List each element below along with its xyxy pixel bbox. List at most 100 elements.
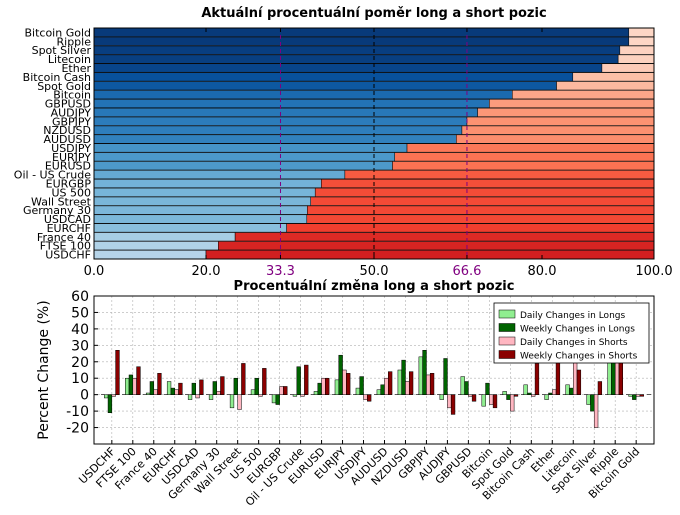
bar [388, 371, 393, 395]
bar [531, 394, 536, 397]
bar [586, 394, 591, 405]
bar [489, 394, 494, 405]
bar [195, 394, 200, 399]
category-label: AUDJPY [51, 106, 92, 119]
long-bar [93, 27, 630, 37]
bar [418, 356, 423, 395]
legend-swatch [498, 309, 516, 319]
bar [342, 369, 347, 395]
category-label: USDCAD [44, 213, 91, 226]
bar [157, 373, 162, 395]
short-bar [512, 90, 655, 100]
long-bar [93, 179, 322, 188]
bar [544, 394, 549, 400]
bar [523, 384, 528, 395]
bar [241, 363, 246, 395]
legend-label: Weekly Changes in Shorts [520, 352, 638, 362]
bar [115, 350, 120, 395]
bar [401, 359, 406, 395]
long-bar [93, 36, 630, 46]
x-tick-label: 20.0 [192, 264, 221, 279]
bar [254, 377, 259, 395]
short-bar [307, 205, 655, 215]
bar [346, 373, 351, 395]
bar [426, 374, 431, 395]
bar [300, 394, 305, 397]
bar [450, 394, 456, 415]
bar [191, 382, 196, 395]
long-bar [93, 125, 463, 135]
short-bar [601, 63, 655, 73]
category-label: Spot Gold [37, 80, 91, 93]
bar [216, 391, 221, 395]
long-bar [93, 161, 393, 171]
bar [199, 379, 204, 395]
category-label: GBPUSD [45, 98, 91, 111]
short-bar [306, 214, 655, 224]
bar [548, 392, 553, 395]
long-bar [93, 81, 557, 91]
bar [468, 394, 473, 397]
long-bar [93, 143, 408, 153]
y-tick-label: 40 [71, 322, 89, 338]
bar [380, 384, 385, 395]
category-label: AUDUSD [43, 133, 91, 146]
short-bar [466, 116, 655, 126]
legend-box [493, 302, 650, 364]
legend-swatch [498, 323, 516, 332]
short-bar [628, 36, 655, 46]
category-label: GBPJPY [52, 115, 91, 128]
bar [632, 394, 637, 400]
bar [593, 394, 599, 428]
legend-label: Daily Changes in Shorts [520, 338, 628, 348]
bar [233, 377, 238, 395]
y-tick-label: 30 [71, 338, 89, 354]
bar [405, 381, 410, 395]
category-label: Bitcoin Cash [23, 71, 91, 84]
bar [513, 394, 519, 397]
bar [107, 394, 113, 414]
y-tick-label: 0 [80, 388, 89, 404]
bar [597, 381, 603, 395]
long-bar [93, 223, 287, 233]
bar [132, 377, 137, 395]
y-tick-label: 50 [71, 305, 89, 321]
long-bar [93, 107, 478, 117]
long-bar [93, 152, 395, 162]
short-bar [406, 143, 655, 153]
x-tick-label: 100.0 [635, 264, 672, 279]
bar [355, 387, 360, 395]
short-bar [628, 27, 655, 37]
short-bar [617, 54, 655, 64]
legend-swatch [498, 350, 516, 359]
bar [359, 376, 364, 395]
bar [565, 384, 570, 395]
short-bar [572, 72, 655, 82]
long-bar [93, 250, 207, 260]
x-tick-label: 50.0 [360, 264, 389, 279]
bar [628, 394, 633, 397]
bar [492, 394, 498, 409]
y-tick-label: 10 [71, 371, 89, 387]
long-bar [93, 205, 308, 215]
bar [397, 369, 402, 395]
bar [481, 394, 486, 407]
y-tick-label: 60 [71, 289, 89, 305]
bar [208, 394, 214, 400]
bar [527, 392, 532, 395]
short-bar [456, 134, 655, 144]
legend-label: Weekly Changes in Longs [520, 325, 635, 335]
x-tick-label: 80.0 [528, 264, 557, 279]
bar [338, 354, 343, 395]
bar [296, 366, 301, 395]
bar [534, 363, 540, 395]
y-tick-label: 20 [71, 355, 89, 371]
bar [506, 394, 511, 400]
bar [422, 350, 427, 395]
short-bar [344, 170, 655, 180]
bar [104, 394, 109, 399]
bar [635, 394, 641, 397]
bar [334, 379, 340, 395]
